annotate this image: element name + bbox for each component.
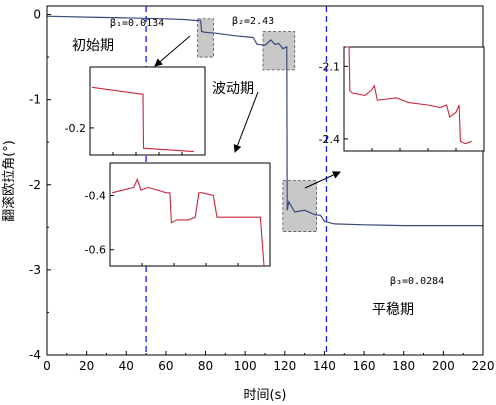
inset-y-tick-label: -0.2 xyxy=(65,122,86,135)
x-tick-label: 180 xyxy=(392,359,415,373)
inset-2: -0.4 -0.6 xyxy=(85,162,271,267)
highlight-box-3 xyxy=(282,180,317,232)
x-tick-label: 120 xyxy=(273,359,296,373)
x-tick-label: 140 xyxy=(313,359,336,373)
highlight-box-1 xyxy=(197,18,214,58)
y-tick-label: 0 xyxy=(33,8,41,22)
series-line-1 xyxy=(46,15,483,227)
x-tick-label: 160 xyxy=(353,359,376,373)
beta3-label: β₃=0.0284 xyxy=(390,276,444,287)
x-tick-label: 220 xyxy=(472,359,495,373)
highlight-box-2 xyxy=(262,31,296,71)
main-series xyxy=(46,15,483,227)
phase1-label: 初始期 xyxy=(72,37,114,54)
inset-y-tick-label: -0.4 xyxy=(85,190,106,203)
inset-3: -2.1 -2.4 xyxy=(319,46,485,152)
x-axis-label: 时间(s) xyxy=(244,388,287,403)
arrow-to-inset3 xyxy=(304,171,341,189)
y-tick-label: -2 xyxy=(29,178,41,192)
inset-frame xyxy=(89,66,206,156)
x-tick-label: 0 xyxy=(43,359,51,373)
y-tick-label: -4 xyxy=(29,348,41,362)
phase2-label: 波动期 xyxy=(212,81,254,97)
inset-series-line xyxy=(91,86,194,153)
inset-y-tick-label: -2.1 xyxy=(319,60,340,73)
beta1-label: β₁=0.0134 xyxy=(110,18,164,29)
arrow-to-inset1 xyxy=(154,35,191,67)
inset-y-tick-label: -2.4 xyxy=(319,133,340,146)
x-axis-ticks: 0 20 40 60 80 100 120 140 160 180 200 220 xyxy=(43,351,494,373)
inset-frame xyxy=(109,162,271,267)
y-tick-label: -3 xyxy=(29,263,41,277)
phase3-label: 平稳期 xyxy=(372,302,414,318)
highlight-boxes xyxy=(197,18,317,232)
x-tick-label: 100 xyxy=(234,359,257,373)
x-tick-label: 40 xyxy=(119,359,134,373)
beta2-label: β₂=2.43 xyxy=(232,16,274,27)
inset-y-tick-label: -0.6 xyxy=(85,244,106,257)
x-tick-label: 60 xyxy=(158,359,173,373)
x-tick-label: 80 xyxy=(198,359,213,373)
inset-series-line xyxy=(346,46,472,145)
inset-1: -0.2 xyxy=(65,66,206,156)
inset-frame xyxy=(343,46,485,152)
x-tick-label: 20 xyxy=(79,359,94,373)
arrow-to-inset2 xyxy=(233,91,259,153)
y-tick-label: -1 xyxy=(29,93,41,107)
inset-series-line xyxy=(111,177,265,267)
y-axis-label: 翻滚欧拉角(°) xyxy=(1,140,17,222)
x-tick-label: 200 xyxy=(432,359,455,373)
y-axis-ticks: 0 -1 -2 -3 -4 xyxy=(29,8,51,362)
